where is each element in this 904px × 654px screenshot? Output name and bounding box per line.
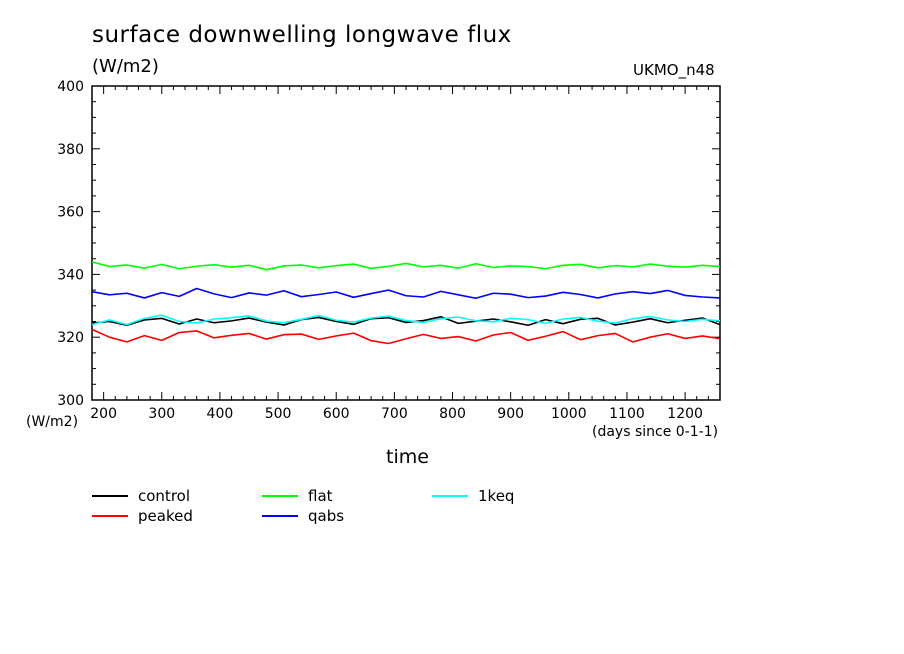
legend-label-qabs: qabs	[308, 507, 345, 525]
y-axis-label: (W/m2)	[92, 56, 159, 77]
legend-label-1keq: 1keq	[478, 487, 515, 505]
y-tick-label: 300	[57, 393, 84, 409]
legend-swatch-1keq	[432, 495, 468, 497]
legend-label-peaked: peaked	[138, 507, 193, 525]
y-tick-label: 320	[57, 330, 84, 346]
legend-label-flat: flat	[308, 487, 333, 505]
model-label: UKMO_n48	[633, 61, 715, 79]
x-tick-label: 900	[497, 406, 524, 422]
y-tick-label: 380	[57, 142, 84, 158]
legend-swatch-qabs	[262, 515, 298, 517]
x-tick-label: 800	[439, 406, 466, 422]
x-tick-label: 700	[381, 406, 408, 422]
x-tick-label: 1000	[551, 406, 587, 422]
y-axis-units: (W/m2)	[26, 414, 79, 430]
x-tick-label: 600	[323, 406, 350, 422]
series-line-1keq	[91, 314, 721, 326]
y-tick-label: 400	[57, 79, 84, 95]
x-tick-label: 200	[90, 406, 117, 422]
x-tick-label: 400	[207, 406, 234, 422]
legend-label-control: control	[138, 487, 190, 505]
x-tick-label: 1100	[609, 406, 645, 422]
plot-area-frame	[91, 85, 721, 401]
chart-title: surface downwelling longwave flux	[92, 22, 512, 48]
legend-swatch-flat	[262, 495, 298, 497]
legend-swatch-peaked	[92, 515, 128, 517]
series-line-peaked	[91, 328, 721, 345]
series-line-qabs	[91, 287, 721, 300]
x-tick-label: 1200	[667, 406, 703, 422]
series-line-control	[91, 315, 721, 327]
series-lines	[91, 261, 721, 345]
axis-tick-labels: 200 300 400 500 600 700 800 900 1000 1100 1200 300 3…	[57, 79, 703, 422]
x-tick-label: 300	[148, 406, 175, 422]
y-tick-label: 340	[57, 267, 84, 283]
x-axis-units: (days since 0-1-1)	[592, 424, 719, 440]
axis-ticks	[91, 85, 721, 401]
legend-swatch-control	[92, 495, 128, 497]
x-axis-label: time	[386, 446, 429, 468]
y-tick-label: 360	[57, 205, 84, 221]
x-tick-label: 500	[265, 406, 292, 422]
series-line-flat	[91, 261, 721, 271]
